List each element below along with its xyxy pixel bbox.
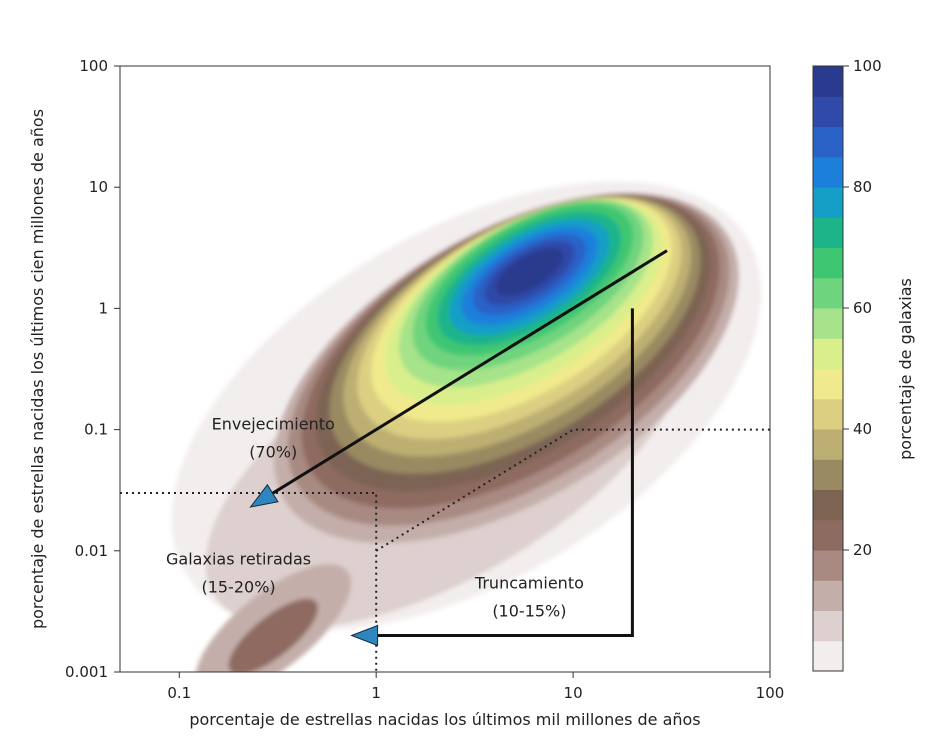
- colorbar-band: [813, 187, 843, 218]
- y-tick-label: 10: [89, 178, 108, 196]
- colorbar-band: [813, 156, 843, 188]
- x-axis-label: porcentaje de estrellas nacidas los últi…: [189, 710, 700, 729]
- annotation-percent: (15-20%): [201, 578, 275, 597]
- colorbar-band: [813, 429, 843, 460]
- y-tick-label: 0.001: [65, 663, 108, 681]
- colorbar-band: [813, 550, 843, 581]
- y-tick-label: 0.01: [75, 542, 108, 560]
- colorbar-band: [813, 277, 843, 309]
- annotation-percent: (70%): [249, 443, 297, 462]
- colorbar-band: [813, 217, 843, 248]
- plot-frame: [119, 65, 771, 673]
- colorbar-band: [813, 308, 843, 339]
- colorbar-band: [813, 489, 843, 521]
- y-axis: 0.001 0.01 0.1 1 10 100: [65, 57, 120, 681]
- colorbar-frame: [812, 65, 844, 672]
- colorbar-band: [813, 247, 843, 279]
- colorbar-band: [813, 519, 843, 551]
- annotation-title: Envejecimiento: [212, 415, 335, 434]
- colorbar-tick-label: 100: [853, 57, 882, 75]
- colorbar-band: [813, 459, 843, 490]
- annotations: Envejecimiento (70%) Galaxias retiradas (15…: [166, 415, 584, 621]
- annotation-title: Galaxias retiradas: [166, 550, 311, 569]
- envejecimiento-arrow-shaft: [271, 249, 668, 495]
- envejecimiento-arrow-head: [249, 483, 279, 508]
- colorbar-band: [813, 96, 843, 127]
- colorbar-band: [813, 368, 843, 400]
- y-tick-label: 0.1: [84, 421, 108, 439]
- colorbar-tick-label: 20: [853, 541, 872, 559]
- colorbar-label: porcentaje de galaxias: [896, 278, 915, 460]
- y-tick-label: 1: [98, 299, 108, 317]
- colorbar-band: [813, 126, 843, 158]
- colorbar-band: [813, 640, 843, 672]
- guide-lines: [120, 249, 770, 672]
- truncamiento-arrow-shaft: [377, 308, 634, 637]
- colorbar-tick-label: 80: [853, 178, 872, 196]
- y-tick-label: 100: [79, 57, 108, 75]
- annotation-title: Truncamiento: [474, 573, 584, 592]
- contour-clump-inner: [228, 598, 318, 672]
- truncamiento-arrow-head: [350, 624, 379, 647]
- colorbar-band: [813, 398, 843, 430]
- y-axis-label: porcentaje de estrellas nacidas los últi…: [28, 109, 47, 629]
- x-tick-label: 1: [371, 684, 381, 702]
- colorbar-tick-label: 60: [853, 299, 872, 317]
- colorbar-band: [813, 338, 843, 369]
- retiradas-box-line: [120, 492, 378, 672]
- annotation-percent: (10-15%): [492, 601, 566, 620]
- colorbar-band: [813, 580, 843, 611]
- colorbar-band: [813, 66, 843, 97]
- colorbar: 20 40 60 80 100: [812, 57, 882, 672]
- x-tick-label: 0.1: [167, 684, 191, 702]
- x-tick-label: 10: [564, 684, 583, 702]
- x-tick-label: 100: [756, 684, 785, 702]
- x-axis: 0.1 1 10 100: [167, 672, 784, 702]
- colorbar-band: [813, 610, 843, 642]
- contour-level-100: [495, 248, 564, 296]
- colorbar-tick-label: 40: [853, 420, 872, 438]
- contour-fill: [171, 181, 762, 672]
